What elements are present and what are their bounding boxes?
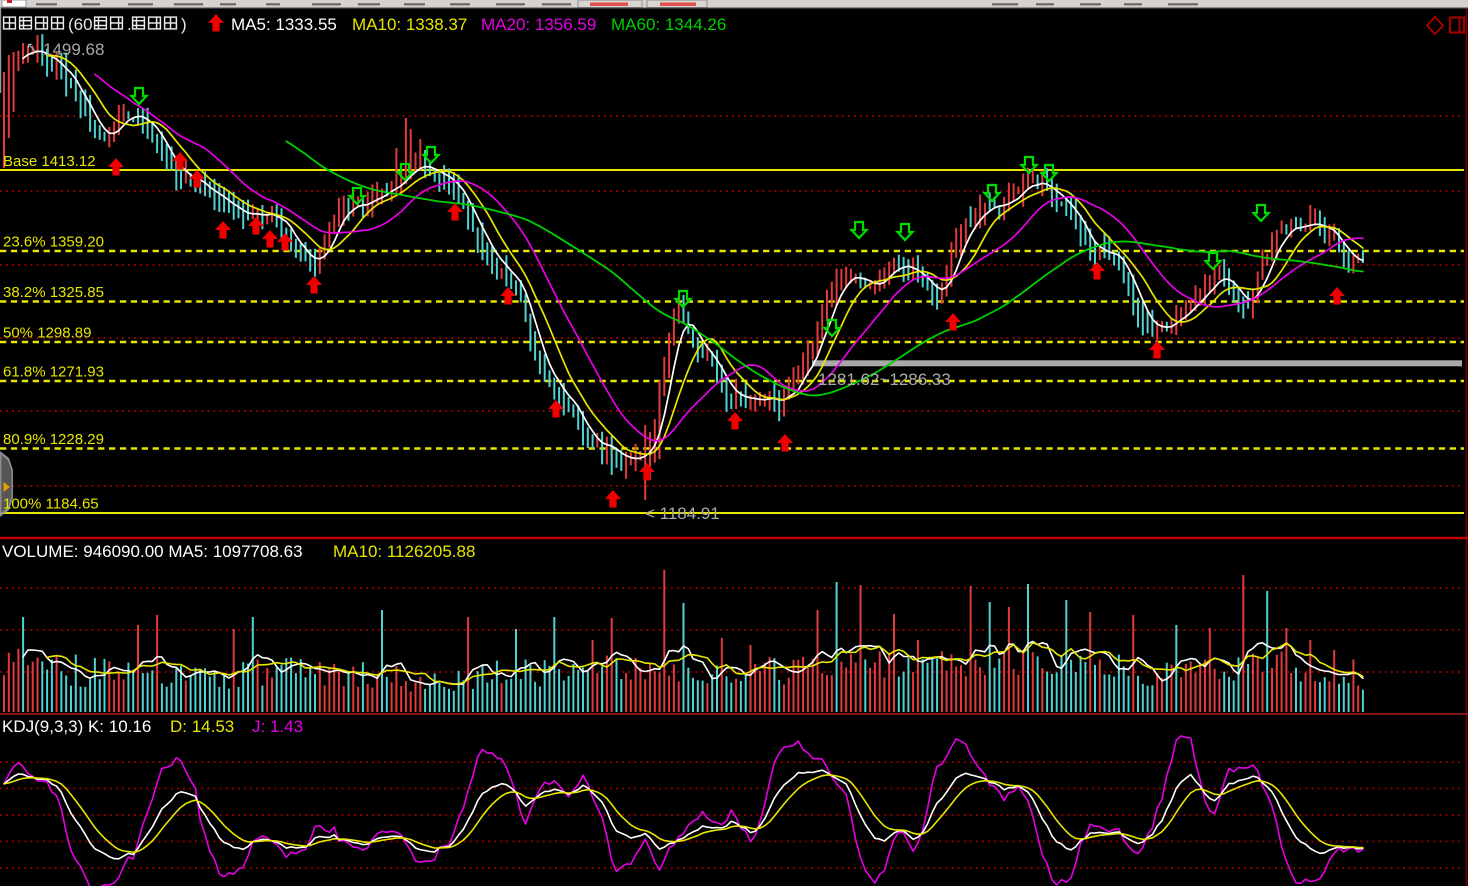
svg-text:< 1184.91: < 1184.91	[645, 504, 720, 523]
svg-text:MA10: 1126205.88: MA10: 1126205.88	[333, 542, 475, 561]
svg-text:MA5: 1333.55: MA5: 1333.55	[231, 15, 337, 34]
svg-text:MA10: 1338.37: MA10: 1338.37	[352, 15, 467, 34]
svg-text:KDJ(9,3,3) K: 10.16: KDJ(9,3,3) K: 10.16	[2, 717, 151, 736]
svg-text:61.8% 1271.93: 61.8% 1271.93	[3, 364, 104, 381]
svg-text:MA20: 1356.59: MA20: 1356.59	[481, 15, 596, 34]
svg-text:J: 1.43: J: 1.43	[252, 717, 303, 736]
svg-text:.: .	[127, 15, 132, 34]
svg-text:): )	[181, 15, 187, 34]
svg-text:Base 1413.12: Base 1413.12	[3, 153, 96, 170]
svg-text:50% 1298.89: 50% 1298.89	[3, 325, 91, 342]
svg-text:↖: ↖	[26, 39, 38, 55]
svg-text:1281.62~1286.33: 1281.62~1286.33	[818, 370, 951, 389]
svg-text:38.2% 1325.85: 38.2% 1325.85	[3, 284, 104, 301]
svg-text:1499.68: 1499.68	[43, 40, 104, 59]
svg-text:VOLUME: 946090.00 MA5: 109770: VOLUME: 946090.00 MA5: 1097708.63	[2, 542, 303, 561]
svg-text:D: 14.53: D: 14.53	[170, 717, 234, 736]
svg-text:80.9% 1228.29: 80.9% 1228.29	[3, 431, 104, 448]
svg-text:(60: (60	[68, 15, 93, 34]
svg-text:100% 1184.65: 100% 1184.65	[3, 496, 99, 513]
svg-text:23.6% 1359.20: 23.6% 1359.20	[3, 234, 104, 251]
svg-text:MA60: 1344.26: MA60: 1344.26	[611, 15, 726, 34]
